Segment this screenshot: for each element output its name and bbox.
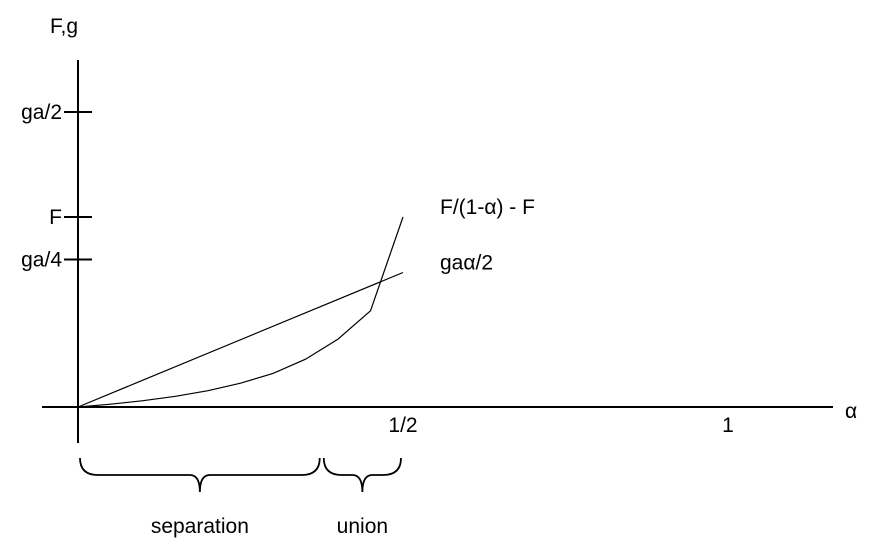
y-tick-label: ga/4: [21, 249, 62, 272]
ticks: ga/2 Fga/4 1/2 1: [21, 101, 734, 437]
brace-label: separation: [151, 515, 249, 538]
series-line: [77, 271, 404, 408]
brace: [322, 457, 402, 493]
x-tick-label: 1/2: [388, 414, 417, 437]
y-tick-label: ga/2: [21, 101, 62, 124]
x-axis-label: α: [845, 400, 857, 423]
series-group: F/(1-α) - F gaα/2: [77, 196, 535, 408]
x-tick-label: 1: [722, 414, 734, 437]
series-label: F/(1-α) - F: [440, 196, 535, 219]
y-axis-label: F,g: [50, 15, 78, 38]
series-label: gaα/2: [440, 251, 493, 274]
brace: [79, 457, 321, 493]
series-line: [77, 216, 404, 408]
braces: separation union: [79, 457, 402, 538]
y-tick-label: F: [49, 206, 62, 229]
brace-label: union: [337, 515, 388, 538]
